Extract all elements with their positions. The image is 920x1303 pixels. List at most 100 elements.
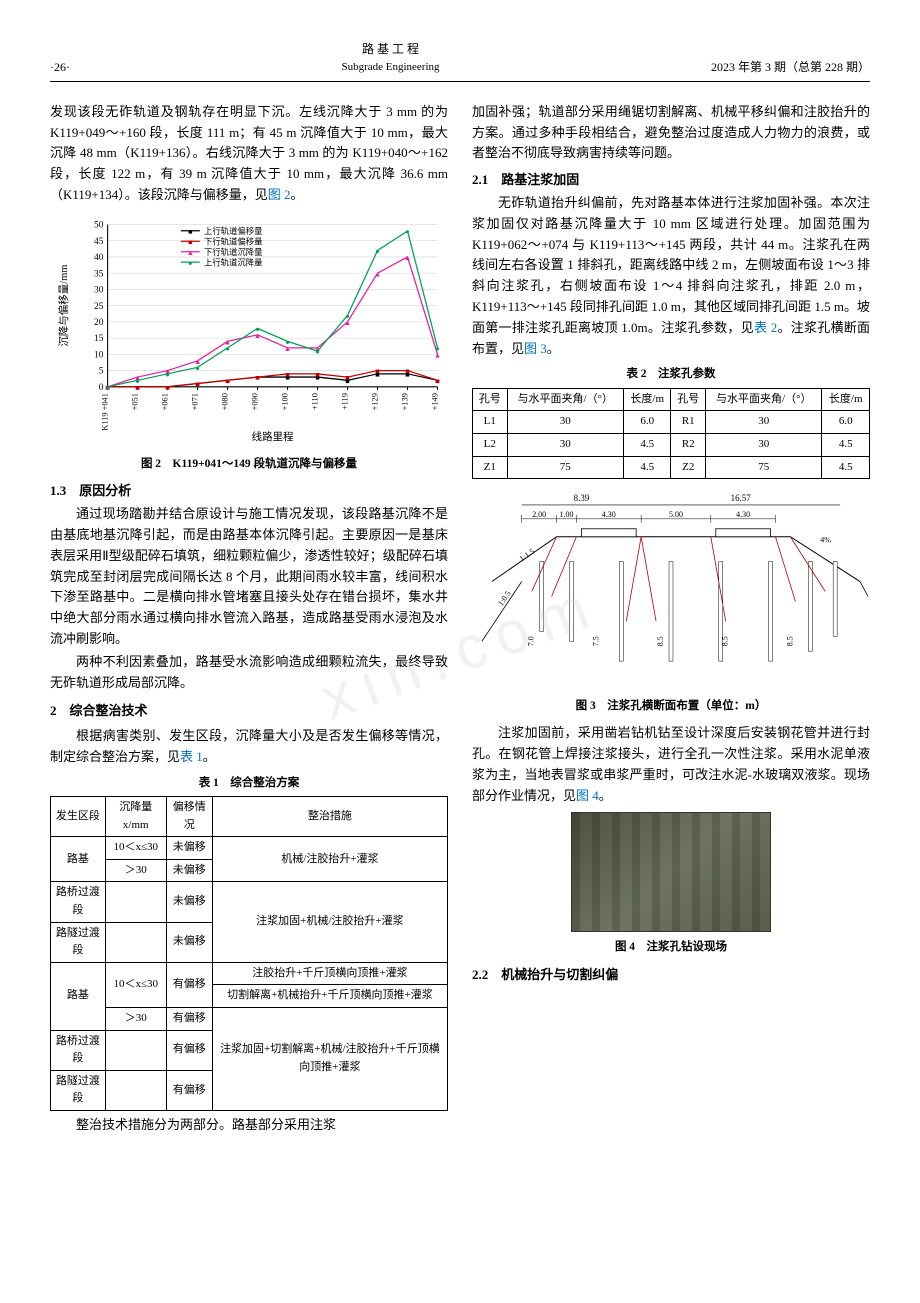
table-header: 发生区段	[51, 797, 106, 837]
svg-text:20: 20	[94, 318, 104, 328]
svg-text:40: 40	[94, 253, 104, 263]
body-text: 根据病害类别、发生区段，沉降量大小及是否发生偏移等情况，制定综合整治方案，见表 …	[50, 726, 448, 768]
right-column: 加固补强；轨道部分采用绳锯切割解离、机械平移纠偏和注胶抬升的方案。通过多种手段相…	[472, 102, 870, 1138]
table-header: 长度/m	[623, 388, 671, 411]
svg-text:+129: +129	[371, 393, 380, 410]
svg-text:0: 0	[99, 383, 104, 393]
table-header: 沉降量x/mm	[105, 797, 166, 837]
table-cell: 未偏移	[166, 882, 212, 922]
table2: 孔号 与水平面夹角/（°） 长度/m 孔号 与水平面夹角/（°） 长度/m L1…	[472, 388, 870, 479]
table-cell	[105, 1070, 166, 1110]
issue-info: 2023 年第 3 期（总第 228 期）	[711, 58, 870, 77]
table-cell	[105, 1030, 166, 1070]
page-header: ·26· 路 基 工 程 Subgrade Engineering 2023 年…	[50, 40, 870, 82]
table-cell: 有偏移	[166, 1070, 212, 1110]
table-cell: 10＜x≤30	[105, 837, 166, 860]
table-header: 孔号	[473, 388, 508, 411]
table-cell: 机械/注胶抬升+灌浆	[212, 837, 447, 882]
table-header: 孔号	[671, 388, 706, 411]
left-column: 发现该段无砟轨道及钢轨存在明显下沉。左线沉降大于 3 mm 的为 K119+04…	[50, 102, 448, 1138]
svg-text:4.30: 4.30	[602, 510, 616, 519]
body-text: 无砟轨道抬升纠偏前，先对路基本体进行注浆加固补强。本次注浆加固仅对路基沉降量大于…	[472, 193, 870, 359]
svg-text:+110: +110	[311, 393, 320, 410]
svg-text:■: ■	[345, 373, 349, 382]
table2-link[interactable]: 表 2	[754, 320, 777, 335]
table-cell: 注浆加固+机械/注胶抬升+灌浆	[212, 882, 447, 962]
svg-text:1:1.5: 1:1.5	[518, 547, 536, 564]
fig4-photo	[571, 812, 771, 932]
table-cell: 30	[706, 411, 822, 434]
svg-text:5: 5	[99, 366, 104, 376]
svg-text:+119: +119	[341, 393, 350, 410]
table-cell: 10＜x≤30	[105, 962, 166, 1007]
table-cell: 有偏移	[166, 1030, 212, 1070]
fig2-svg: 05101520253035404550K119 +041+051+061+07…	[50, 214, 448, 444]
table1: 发生区段 沉降量x/mm 偏移情况 整治措施 路基 10＜x≤30 未偏移 机械…	[50, 796, 448, 1111]
svg-text:■: ■	[225, 376, 229, 385]
svg-text:8.5: 8.5	[785, 636, 794, 646]
table-cell: 路基	[51, 962, 106, 1030]
svg-text:16.57: 16.57	[731, 493, 752, 503]
svg-text:●: ●	[255, 324, 259, 333]
fig3-caption: 图 3 注浆孔横断面布置（单位：m）	[472, 697, 870, 715]
svg-text:+149: +149	[431, 393, 440, 410]
table-cell: 4.5	[623, 456, 671, 479]
svg-text:8.39: 8.39	[574, 493, 590, 503]
svg-text:4%: 4%	[820, 536, 831, 545]
table-cell: 6.0	[623, 411, 671, 434]
fig4-link[interactable]: 图 4	[576, 788, 599, 803]
table-cell: 4.5	[822, 433, 870, 456]
table1-link[interactable]: 表 1	[180, 749, 203, 764]
svg-text:4.30: 4.30	[736, 510, 750, 519]
svg-text:■: ■	[375, 366, 379, 375]
section-2-1-title: 2.1 路基注浆加固	[472, 170, 870, 191]
table-cell: Z2	[671, 456, 706, 479]
table-cell: 路隧过渡段	[51, 1070, 106, 1110]
svg-text:线路里程: 线路里程	[252, 430, 294, 443]
table-cell: 注浆加固+切割解离+机械/注胶抬升+千斤顶横向顶推+灌浆	[212, 1008, 447, 1111]
svg-text:■: ■	[405, 366, 409, 375]
table-header: 长度/m	[822, 388, 870, 411]
table-cell: 4.5	[623, 433, 671, 456]
svg-text:30: 30	[94, 285, 104, 295]
table-cell: 30	[507, 433, 623, 456]
table-cell: 切割解离+机械抬升+千斤顶横向顶推+灌浆	[212, 985, 447, 1008]
body-text: 加固补强；轨道部分采用绳锯切割解离、机械平移纠偏和注胶抬升的方案。通过多种手段相…	[472, 102, 870, 164]
svg-text:●: ●	[405, 227, 409, 236]
table-cell: 4.5	[822, 456, 870, 479]
svg-text:●: ●	[375, 246, 379, 255]
section-1-3-title: 1.3 原因分析	[50, 481, 448, 502]
svg-text:●: ●	[315, 347, 319, 356]
table1-title: 表 1 综合整治方案	[50, 774, 448, 792]
svg-text:■: ■	[315, 370, 319, 379]
fig3-svg: 8.3916.572.001.004.305.004.301:1.51:0.54…	[472, 487, 870, 686]
svg-text:■: ■	[188, 227, 192, 236]
svg-text:■: ■	[165, 383, 169, 392]
svg-text:35: 35	[94, 269, 104, 279]
section-2-2-title: 2.2 机械抬升与切割纠偏	[472, 965, 870, 986]
table-cell: 路桥过渡段	[51, 1030, 106, 1070]
table-cell: 30	[507, 411, 623, 434]
svg-text:50: 50	[94, 220, 104, 230]
svg-text:45: 45	[94, 237, 104, 247]
section-2-title: 2 综合整治技术	[50, 701, 448, 722]
svg-text:■: ■	[285, 370, 289, 379]
svg-text:●: ●	[165, 370, 169, 379]
svg-text:●: ●	[225, 344, 229, 353]
fig3-link[interactable]: 图 3	[524, 341, 547, 356]
table-cell: 30	[706, 433, 822, 456]
body-text: 通过现场踏勘并结合原设计与施工情况发现，该段路基沉降不是由基底地基沉降引起，而是…	[50, 504, 448, 650]
svg-text:■: ■	[255, 373, 259, 382]
svg-text:5.00: 5.00	[669, 510, 683, 519]
fig2-link[interactable]: 图 2	[268, 187, 291, 202]
fig2-chart: 05101520253035404550K119 +041+051+061+07…	[50, 214, 448, 451]
table-cell: 有偏移	[166, 1008, 212, 1031]
svg-text:■: ■	[195, 379, 199, 388]
svg-text:8.5: 8.5	[721, 636, 730, 646]
svg-text:8.5: 8.5	[656, 636, 665, 646]
svg-text:25: 25	[94, 302, 104, 312]
svg-text:●: ●	[105, 383, 109, 392]
svg-text:▲: ▲	[404, 253, 411, 262]
table-cell: 注胶抬升+千斤顶横向顶推+灌浆	[212, 962, 447, 985]
svg-text:+071: +071	[191, 393, 200, 410]
